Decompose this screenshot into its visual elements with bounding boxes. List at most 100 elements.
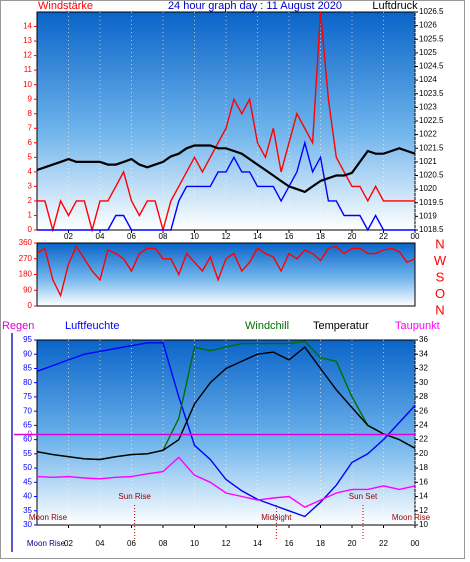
x-tick-label: 18 <box>316 539 325 548</box>
y2-tick-label: 36 <box>419 335 428 344</box>
y-tick-label: 70 <box>23 406 32 415</box>
series-line <box>36 342 416 518</box>
y-tick-label: 45 <box>23 477 32 486</box>
series-line <box>36 245 416 298</box>
chart-title: 24 hour graph day : 11 August 2020 <box>168 0 342 12</box>
y2-tick-label: 1024 <box>419 75 437 84</box>
y-tick-label: 65 <box>23 420 32 429</box>
y2-tick-label: 1024.5 <box>419 62 444 71</box>
compass-label: N <box>435 302 444 317</box>
x-tick-label: 08 <box>159 539 168 548</box>
x-start-label: Moon Rise <box>27 539 66 548</box>
y-tick-label: 55 <box>23 449 32 458</box>
y2-tick-label: 14 <box>419 492 428 501</box>
y2-tick-label: 18 <box>419 463 428 472</box>
y-tick-label: 4 <box>28 167 33 176</box>
y2-tick-label: 10 <box>419 520 428 529</box>
y2-tick-label: 34 <box>419 349 428 358</box>
legend-entry: Taupunkt <box>395 320 440 332</box>
event-label: Sun Rise <box>118 492 151 501</box>
x-tick-label: 06 <box>127 232 136 241</box>
x-tick-label: 14 <box>253 232 262 241</box>
y2-tick-label: 16 <box>419 477 428 486</box>
y-tick-label: 85 <box>23 364 32 373</box>
x-tick-label: 14 <box>253 539 262 548</box>
event-label: Midnight <box>261 513 292 522</box>
y2-tick-label: 1021 <box>419 157 437 166</box>
y2-tick-label: 1025.5 <box>419 34 444 43</box>
x-tick-label: 20 <box>348 539 357 548</box>
x-tick-label: 22 <box>379 539 388 548</box>
x-tick-label: 20 <box>348 232 357 241</box>
x-tick-label: 10 <box>190 539 199 548</box>
y-tick-label: 30 <box>23 520 32 529</box>
y-tick-label: 180 <box>19 270 33 279</box>
y2-tick-label: 30 <box>419 378 428 387</box>
y-tick-label: 35 <box>23 506 32 515</box>
y2-tick-label: 28 <box>419 392 428 401</box>
y-tick-label: 3 <box>28 182 33 191</box>
y-tick-label: 95 <box>23 335 32 344</box>
y-tick-label: 0 <box>28 225 33 234</box>
x-tick-label: 18 <box>316 232 325 241</box>
x-tick-label: 16 <box>285 232 294 241</box>
x-tick-label: 02 <box>64 232 73 241</box>
series-line <box>37 140 415 232</box>
rain-label: Regen <box>2 320 34 332</box>
y2-tick-label: 32 <box>419 364 428 373</box>
y2-tick-label: 1019 <box>419 211 437 220</box>
y-axis-label: Windstärke <box>38 0 93 12</box>
y-tick-label: 60 <box>23 435 32 444</box>
y-tick-label: 2 <box>28 196 33 205</box>
y-tick-label: 0 <box>28 301 33 310</box>
x-tick-label: 22 <box>379 232 388 241</box>
y2-tick-label: 20 <box>419 449 428 458</box>
series-line <box>37 11 415 233</box>
y-tick-label: 6 <box>28 138 33 147</box>
y2-axis-label: Luftdruck <box>372 0 418 12</box>
event-label: Sun Set <box>349 492 378 501</box>
y-tick-label: 11 <box>24 65 33 74</box>
y2-tick-label: 1020.5 <box>419 171 444 180</box>
y2-tick-label: 1026 <box>419 21 437 30</box>
series-line <box>36 346 416 461</box>
y-tick-label: 40 <box>23 492 32 501</box>
x-tick-label: 04 <box>96 539 105 548</box>
y2-tick-label: 1022 <box>419 130 437 139</box>
x-tick-label: 00 <box>411 539 420 548</box>
x-tick-label: 04 <box>96 232 105 241</box>
y2-tick-label: 1026.5 <box>419 7 444 16</box>
y-tick-label: 1 <box>28 211 33 220</box>
compass-label: W <box>434 253 447 268</box>
legend-entry: Temperatur <box>313 320 369 332</box>
y2-tick-label: 22 <box>419 435 428 444</box>
y2-tick-label: 1019.5 <box>419 198 444 207</box>
y-tick-label: 80 <box>23 378 32 387</box>
y2-tick-label: 1018.5 <box>419 225 444 234</box>
x-tick-label: 12 <box>222 232 231 241</box>
y-tick-label: 12 <box>23 51 32 60</box>
y-tick-label: 9 <box>28 94 33 103</box>
y-tick-label: 270 <box>19 254 33 263</box>
y2-tick-label: 1020 <box>419 184 437 193</box>
y2-tick-label: 1021.5 <box>419 143 444 152</box>
y2-tick-label: 1023 <box>419 102 437 111</box>
compass-label: S <box>436 269 445 284</box>
y-tick-label: 5 <box>28 152 33 161</box>
x-tick-label: 10 <box>190 232 199 241</box>
y-tick-label: 90 <box>23 285 32 294</box>
y2-tick-label: 12 <box>419 506 428 515</box>
y-tick-label: 10 <box>23 80 32 89</box>
series-line <box>36 144 416 194</box>
x-tick-label: 08 <box>159 232 168 241</box>
x-tick-label: 06 <box>127 539 136 548</box>
event-label: Moon Rise <box>29 513 68 522</box>
compass-label: O <box>435 286 445 301</box>
series-line <box>36 456 416 508</box>
y2-tick-label: 26 <box>419 406 428 415</box>
event-label: Moon Rise <box>392 513 431 522</box>
x-tick-label: 16 <box>285 539 294 548</box>
y-tick-label: 50 <box>23 463 32 472</box>
